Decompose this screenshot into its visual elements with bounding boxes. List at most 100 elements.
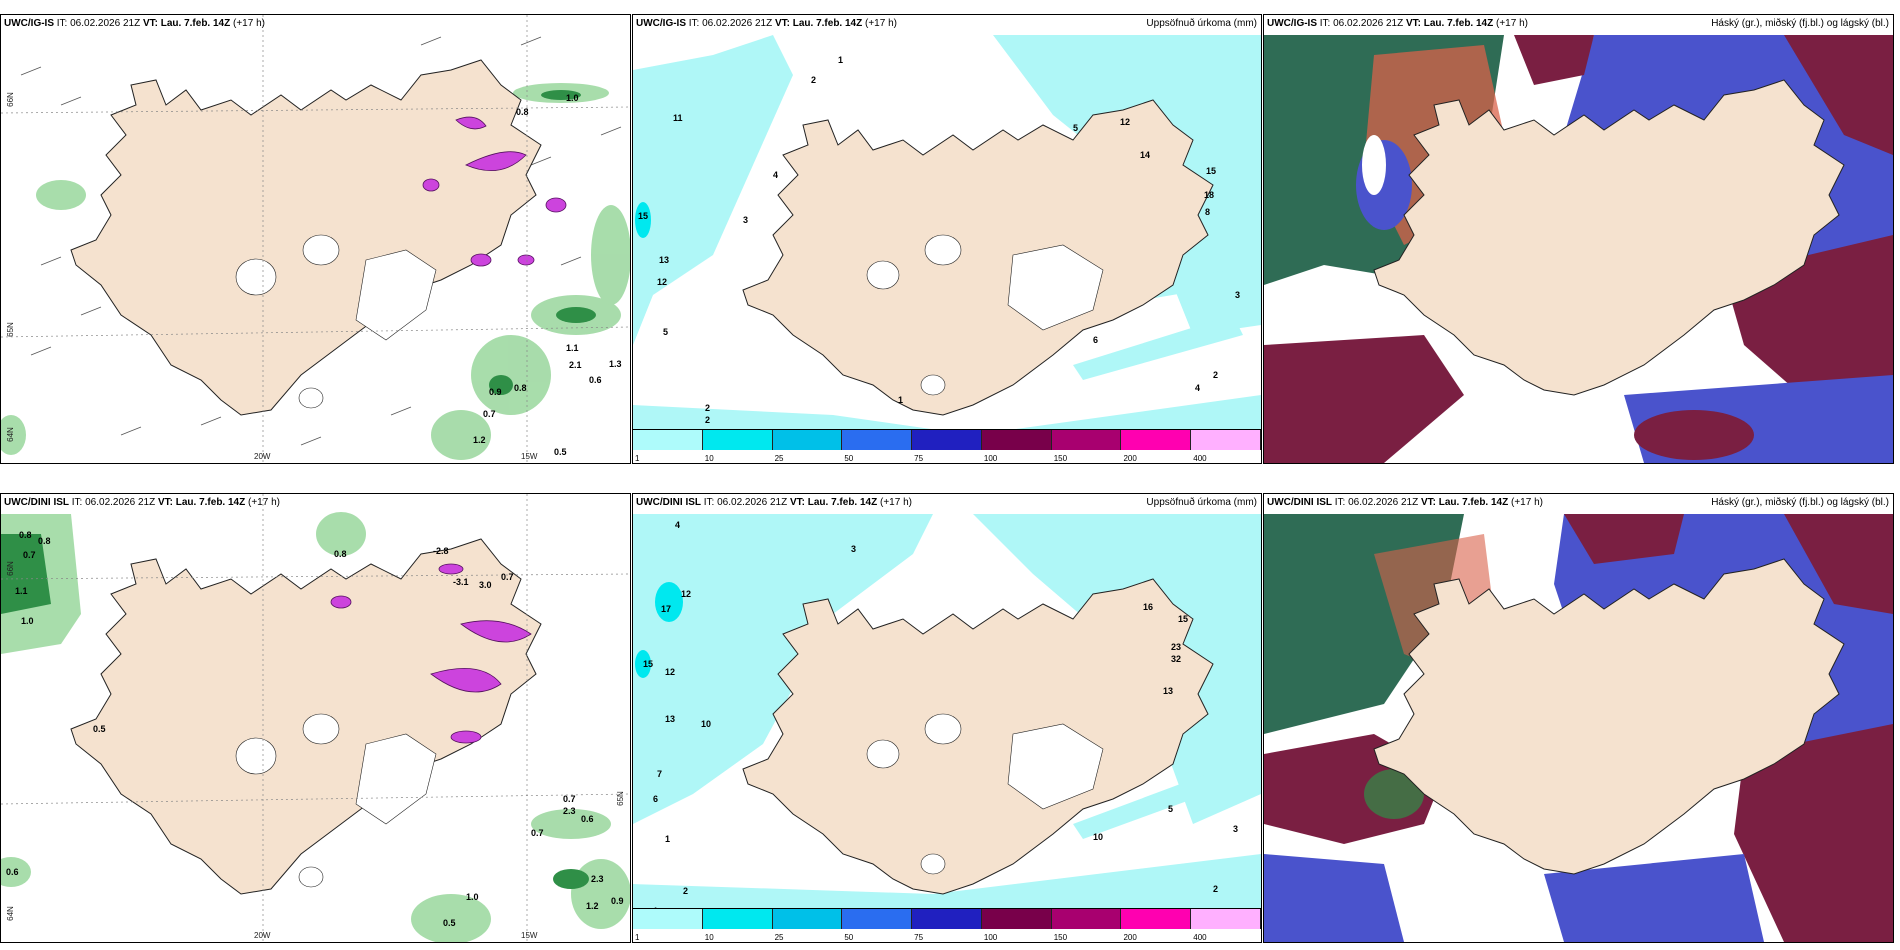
value-label: 3 <box>1233 824 1239 834</box>
field-title: Uppsöfnuð úrkoma (mm) <box>1146 18 1257 29</box>
value-label: 4 <box>773 170 779 180</box>
legend-swatch: 150 <box>1051 909 1122 942</box>
value-label: 12 <box>657 277 668 287</box>
legend-swatch: 75 <box>912 430 982 463</box>
precip-legend: 1 10 25 50 75 100 150 200 400 <box>633 429 1261 463</box>
map-canvas <box>633 514 1261 908</box>
value-label: 15 <box>643 659 654 669</box>
value-label: 2.3 <box>563 806 576 816</box>
map-panel-bottom-mid: UWC/DINI ISL IT: 06.02.2026 21Z VT: Lau.… <box>632 493 1262 943</box>
value-label: 0.8 <box>38 536 51 546</box>
value-label: 8 <box>1205 207 1211 217</box>
axis-label-64n: 64N <box>5 427 15 442</box>
legend-swatch: 100 <box>981 909 1052 942</box>
value-label: 2 <box>705 403 711 413</box>
map-canvas <box>1 494 630 942</box>
value-label: 16 <box>1143 602 1154 612</box>
value-label: -3.1 <box>453 577 469 587</box>
panel-header: UWC/IG-IS IT: 06.02.2026 21Z VT: Lau. 7.… <box>636 18 897 29</box>
value-label: 1.0 <box>466 892 479 902</box>
axis-label-15w: 15W <box>521 931 538 940</box>
snow-patches <box>235 713 437 888</box>
value-label: 0.8 <box>514 383 527 393</box>
legend-swatch: 100 <box>981 430 1052 463</box>
value-label: 5 <box>663 327 669 337</box>
value-label: 5 <box>1168 804 1174 814</box>
map-canvas <box>1264 514 1893 942</box>
value-label: 2 <box>1213 370 1219 380</box>
value-label: 10 <box>1093 832 1104 842</box>
snow-patches <box>866 234 1104 396</box>
legend-swatch: 25 <box>772 430 843 463</box>
value-label: 0.7 <box>23 550 36 560</box>
value-label: 1.3 <box>609 359 622 369</box>
value-label: 12 <box>681 589 692 599</box>
value-label: 2.3 <box>591 874 604 884</box>
value-label: 0.9 <box>489 387 502 397</box>
value-label: 0.6 <box>6 867 19 877</box>
legend-swatch: 50 <box>842 430 913 463</box>
value-label: 2 <box>811 75 817 85</box>
panel-header: UWC/DINI ISL IT: 06.02.2026 21Z VT: Lau.… <box>1267 497 1543 508</box>
value-label: 4 <box>675 520 681 530</box>
value-label: 0.5 <box>443 918 456 928</box>
precip-shading <box>633 35 1261 435</box>
value-label: 2 <box>1213 884 1219 894</box>
value-label: 18 <box>1204 190 1215 200</box>
field-title: Háský (gr.), miðský (fj.bl.) og lágský (… <box>1711 18 1889 29</box>
axis-label-20w: 20W <box>254 452 271 461</box>
value-label: 0.7 <box>531 828 544 838</box>
legend-swatch: 200 <box>1121 430 1192 463</box>
value-label: 0.6 <box>589 375 602 385</box>
value-label: 0.6 <box>581 814 594 824</box>
value-label: 2.1 <box>569 360 582 370</box>
value-label: 0.8 <box>516 107 529 117</box>
value-label: 23 <box>1171 642 1182 652</box>
legend-swatch: 200 <box>1121 909 1192 942</box>
value-label: 13 <box>1163 686 1174 696</box>
iceland-landmass <box>1373 558 1845 875</box>
value-label: 3 <box>1235 290 1241 300</box>
legend-swatch: 1 <box>633 909 703 942</box>
value-label: 0.7 <box>501 572 514 582</box>
value-label: 11 <box>673 113 683 123</box>
value-label: 1.0 <box>566 93 579 103</box>
value-label: 3.0 <box>479 580 492 590</box>
value-label: 2 <box>705 415 711 425</box>
map-panel-top-left: UWC/IG-IS IT: 06.02.2026 21Z VT: Lau. 7.… <box>0 14 631 464</box>
value-label: 12 <box>1120 117 1131 127</box>
value-label: 0.5 <box>554 447 567 457</box>
legend-swatch: 10 <box>702 430 773 463</box>
panel-header: UWC/DINI ISL IT: 06.02.2026 21Z VT: Lau.… <box>4 497 280 508</box>
axis-label-64n: 64N <box>5 906 15 921</box>
legend-swatch: 75 <box>912 909 982 942</box>
value-label: 15 <box>1178 614 1189 624</box>
field-title: Háský (gr.), miðský (fj.bl.) og lágský (… <box>1711 497 1889 508</box>
value-label: 0.8 <box>19 530 32 540</box>
value-label: 10 <box>701 719 712 729</box>
value-label: 1.1 <box>15 586 28 596</box>
value-label: 13 <box>659 255 670 265</box>
value-label: 1 <box>665 834 671 844</box>
legend-swatch: 400 <box>1191 909 1261 942</box>
iceland-landmass <box>742 99 1214 416</box>
axis-label-15w: 15W <box>521 452 538 461</box>
axis-label-65n: 65N <box>5 322 15 337</box>
value-label: 1.2 <box>586 901 599 911</box>
legend-swatch: 150 <box>1051 430 1122 463</box>
iceland-landmass <box>742 578 1214 895</box>
value-label: -2.8 <box>433 546 449 556</box>
value-label: 0.9 <box>611 896 624 906</box>
iceland-landmass <box>1373 79 1845 396</box>
legend-swatch: 50 <box>842 909 913 942</box>
value-label: 15 <box>638 211 649 221</box>
map-panel-bottom-right: UWC/DINI ISL IT: 06.02.2026 21Z VT: Lau.… <box>1263 493 1894 943</box>
value-label: 1 <box>898 395 904 405</box>
snow-patches <box>866 713 1104 875</box>
map-canvas <box>1 15 630 463</box>
legend-swatch: 25 <box>772 909 843 942</box>
value-label: 12 <box>665 667 676 677</box>
value-label: 2 <box>683 886 689 896</box>
panel-header: UWC/DINI ISL IT: 06.02.2026 21Z VT: Lau.… <box>636 497 912 508</box>
purple-precip <box>422 116 567 267</box>
